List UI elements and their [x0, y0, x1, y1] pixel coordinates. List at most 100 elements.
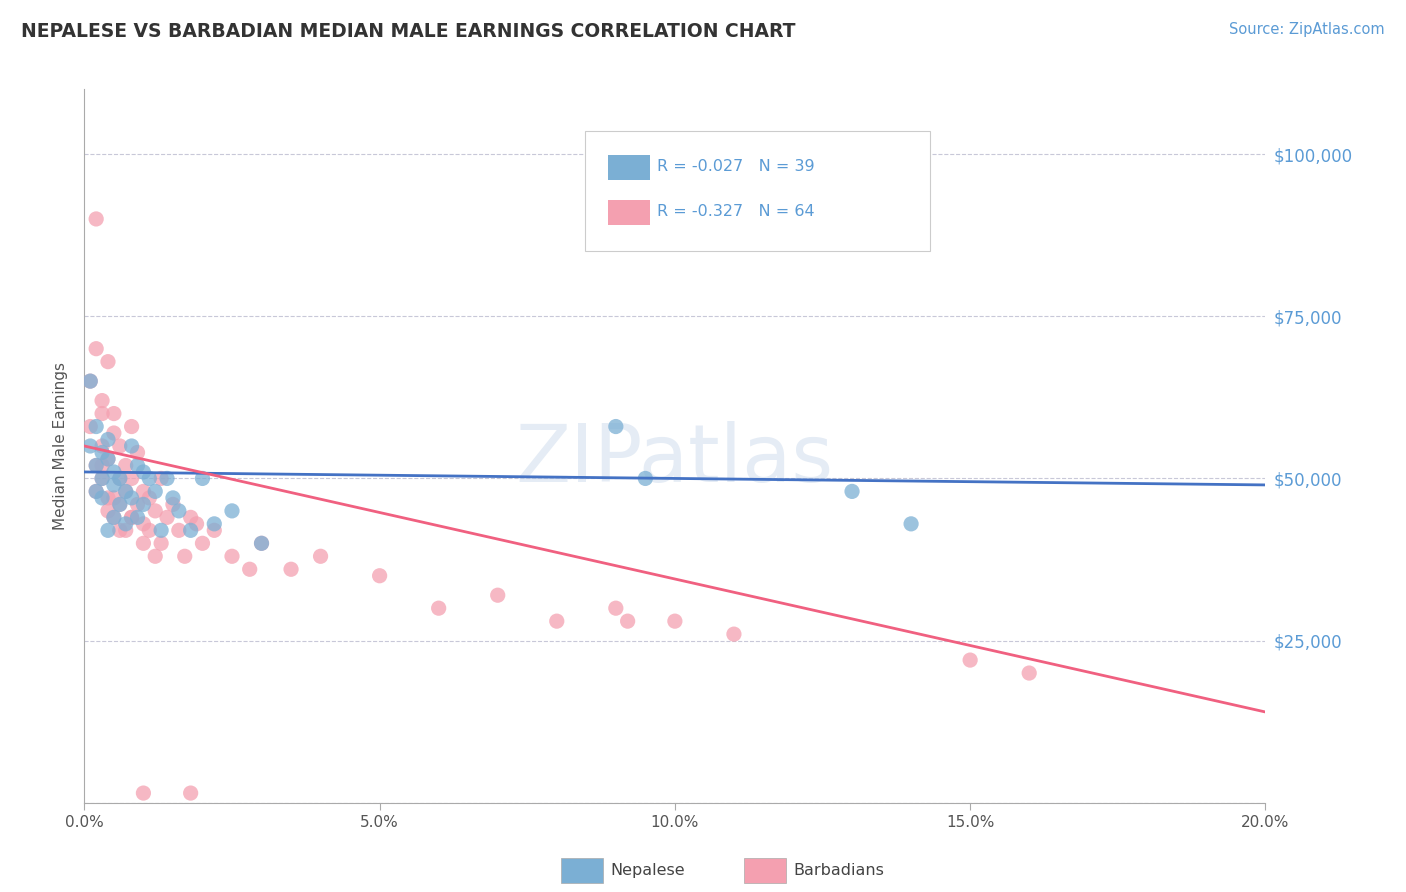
- Point: [127, 458, 149, 473]
- Point: [132, 465, 155, 479]
- Point: [202, 516, 225, 531]
- Text: Source: ZipAtlas.com: Source: ZipAtlas.com: [1229, 22, 1385, 37]
- Text: NEPALESE VS BARBADIAN MEDIAN MALE EARNINGS CORRELATION CHART: NEPALESE VS BARBADIAN MEDIAN MALE EARNIN…: [21, 22, 796, 41]
- Point: [114, 484, 136, 499]
- Point: [108, 497, 131, 511]
- Point: [91, 471, 114, 485]
- Point: [191, 536, 214, 550]
- Text: R = -0.327   N = 64: R = -0.327 N = 64: [657, 204, 814, 219]
- Point: [180, 510, 202, 524]
- Point: [108, 439, 131, 453]
- Point: [150, 471, 173, 485]
- Y-axis label: Median Male Earnings: Median Male Earnings: [53, 362, 69, 530]
- Point: [121, 471, 143, 485]
- Point: [97, 452, 120, 467]
- Point: [97, 354, 120, 368]
- Point: [114, 516, 136, 531]
- Point: [97, 452, 120, 467]
- Point: [121, 510, 143, 524]
- Point: [114, 524, 136, 538]
- Point: [486, 588, 509, 602]
- Point: [97, 491, 120, 505]
- Point: [138, 491, 160, 505]
- Point: [114, 484, 136, 499]
- Point: [97, 504, 120, 518]
- Point: [79, 439, 101, 453]
- Point: [127, 497, 149, 511]
- Point: [121, 491, 143, 505]
- Point: [121, 439, 143, 453]
- Point: [91, 439, 114, 453]
- Point: [132, 516, 155, 531]
- Text: ZIPatlas: ZIPatlas: [516, 421, 834, 500]
- Point: [309, 549, 332, 564]
- Point: [368, 568, 391, 582]
- Point: [1018, 666, 1040, 681]
- Point: [114, 458, 136, 473]
- Point: [91, 393, 114, 408]
- Point: [127, 445, 149, 459]
- Point: [91, 458, 114, 473]
- Point: [186, 516, 208, 531]
- Point: [91, 471, 114, 485]
- Point: [634, 471, 657, 485]
- Point: [191, 471, 214, 485]
- Point: [91, 491, 114, 505]
- Text: Nepalese: Nepalese: [610, 863, 685, 878]
- Point: [97, 524, 120, 538]
- Point: [723, 627, 745, 641]
- Point: [605, 419, 627, 434]
- Point: [103, 491, 125, 505]
- Point: [91, 407, 114, 421]
- Point: [180, 786, 202, 800]
- Point: [84, 458, 107, 473]
- Point: [143, 484, 166, 499]
- Point: [108, 471, 131, 485]
- Point: [132, 786, 155, 800]
- Text: Barbadians: Barbadians: [793, 863, 884, 878]
- Point: [108, 471, 131, 485]
- Point: [546, 614, 568, 628]
- Point: [156, 471, 179, 485]
- Point: [959, 653, 981, 667]
- Point: [84, 484, 107, 499]
- Point: [127, 510, 149, 524]
- Point: [143, 549, 166, 564]
- Text: R = -0.027   N = 39: R = -0.027 N = 39: [657, 160, 814, 174]
- Point: [84, 342, 107, 356]
- Point: [103, 407, 125, 421]
- Point: [202, 524, 225, 538]
- Point: [427, 601, 450, 615]
- Point: [91, 445, 114, 459]
- Point: [156, 510, 179, 524]
- Point: [167, 524, 190, 538]
- Point: [103, 478, 125, 492]
- Point: [167, 504, 190, 518]
- Point: [103, 425, 125, 440]
- Point: [162, 491, 184, 505]
- Point: [121, 510, 143, 524]
- Point: [103, 510, 125, 524]
- Point: [841, 484, 863, 499]
- Point: [900, 516, 922, 531]
- Point: [103, 465, 125, 479]
- Point: [605, 601, 627, 615]
- Point: [79, 374, 101, 388]
- Point: [84, 458, 107, 473]
- Point: [138, 471, 160, 485]
- Point: [280, 562, 302, 576]
- Point: [143, 504, 166, 518]
- Point: [121, 419, 143, 434]
- Point: [108, 497, 131, 511]
- Point: [132, 536, 155, 550]
- Point: [616, 614, 638, 628]
- Point: [79, 419, 101, 434]
- Point: [138, 524, 160, 538]
- Point: [180, 524, 202, 538]
- Point: [664, 614, 686, 628]
- Point: [221, 549, 243, 564]
- Point: [103, 510, 125, 524]
- Point: [239, 562, 262, 576]
- Point: [79, 374, 101, 388]
- Point: [132, 497, 155, 511]
